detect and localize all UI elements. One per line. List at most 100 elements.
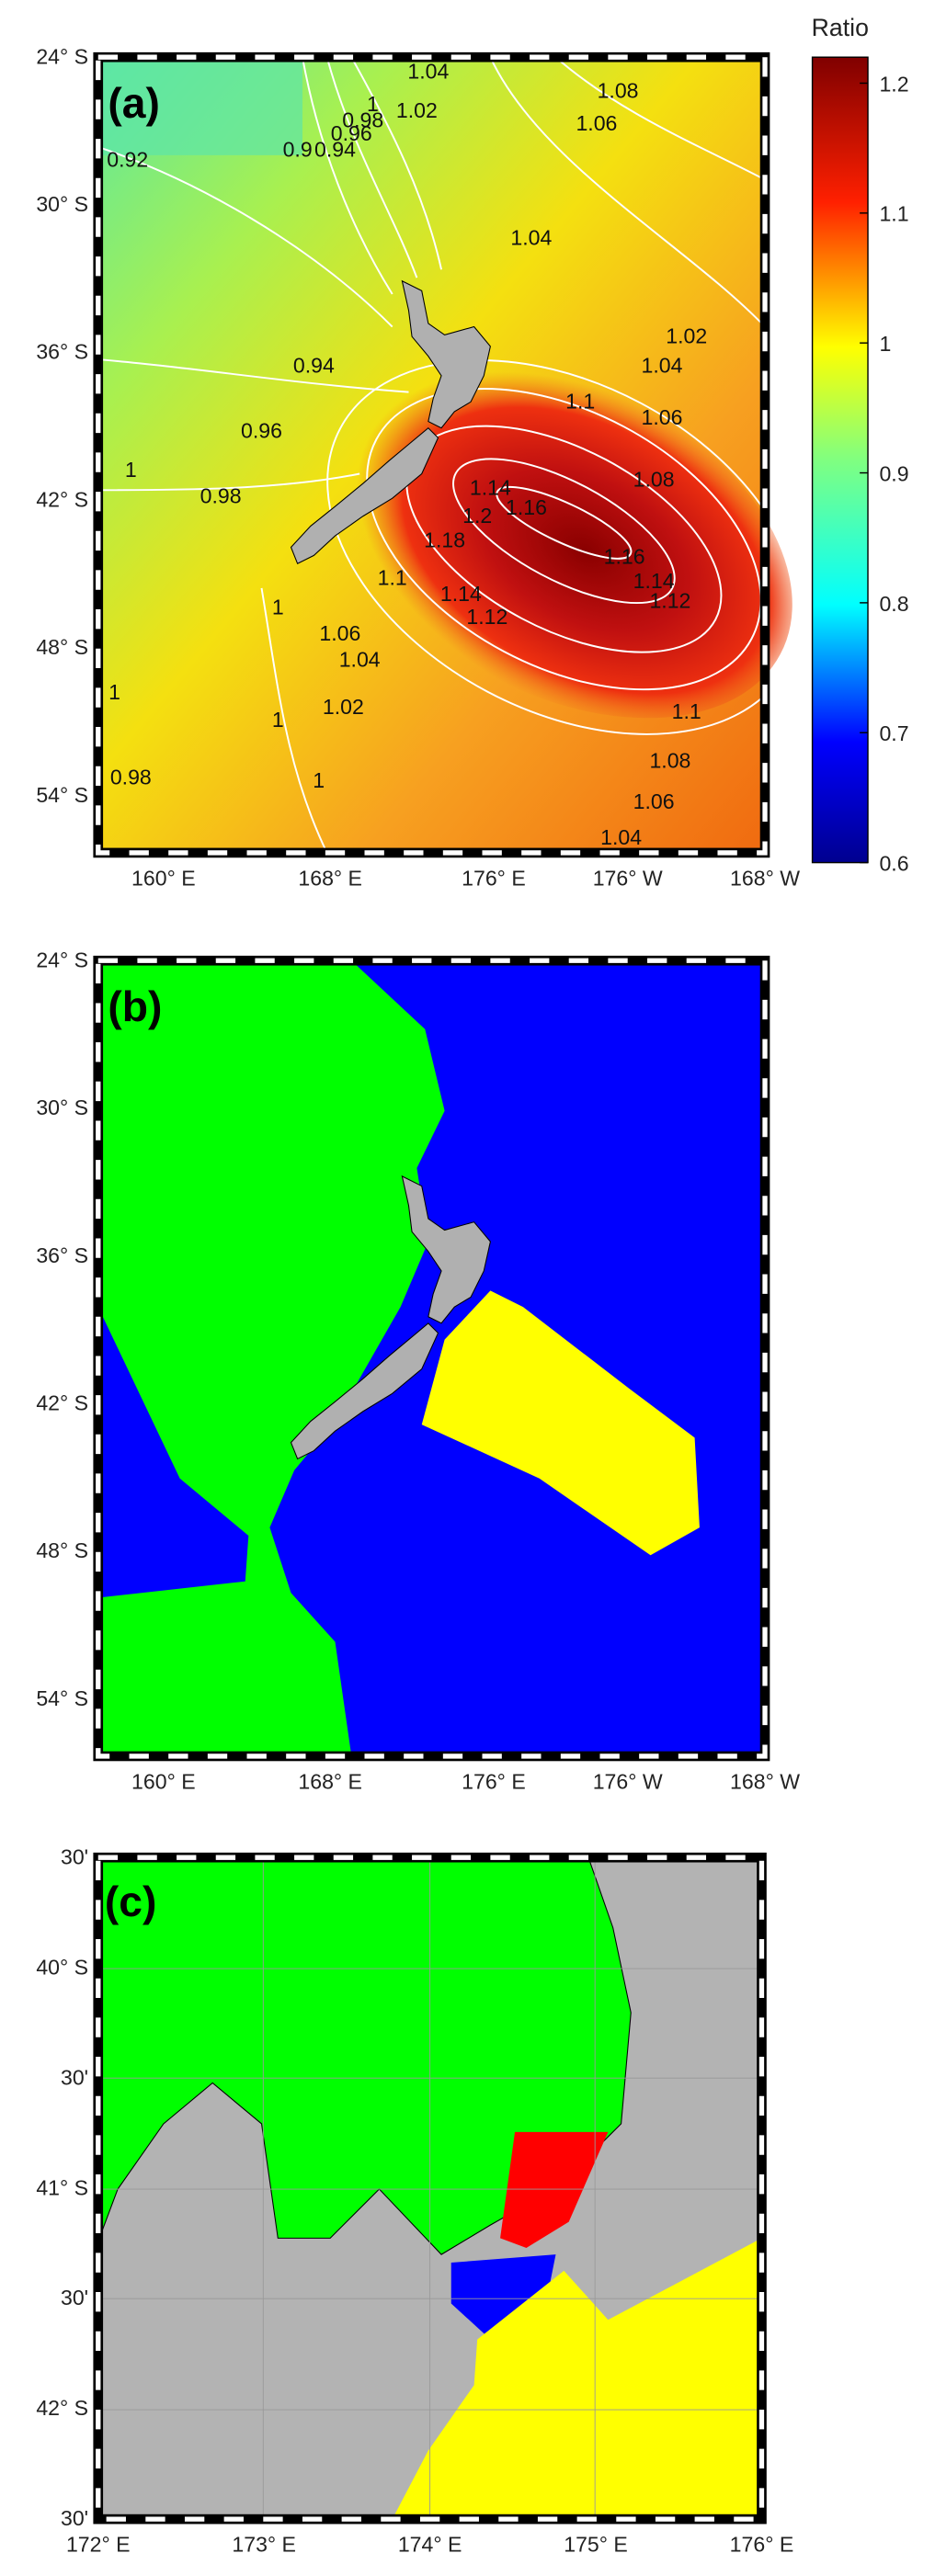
x-tick-label: 176° E: [730, 2533, 794, 2557]
x-tick-label: 160° E: [131, 866, 196, 890]
y-tick-label: 40° S: [36, 1955, 88, 1979]
y-tick-label: 30': [61, 2065, 88, 2089]
contour-label: 1.04: [407, 59, 449, 83]
class-green: [97, 960, 445, 1756]
contour-label: 0.96: [331, 121, 372, 145]
contour-label: 1.1: [672, 699, 701, 723]
contour-label: 0.96: [241, 418, 282, 442]
contour-label: 0.9: [283, 138, 313, 162]
contour-label: 0.98: [342, 108, 383, 132]
high-ratio-zone: [335, 359, 792, 719]
graticule: [97, 1857, 762, 2520]
panel-label: (b): [108, 982, 162, 1030]
contour-label: 1.02: [323, 695, 364, 719]
colorbar-tick-label: 0.8: [879, 592, 908, 616]
y-tick-label: 30': [61, 2286, 88, 2309]
y-tick-label: 36° S: [36, 1243, 88, 1267]
x-tick-label: 160° E: [131, 1770, 196, 1794]
y-tick-label: 54° S: [36, 783, 88, 807]
y-tick-label: 42° S: [36, 1390, 88, 1414]
y-tick-label: 42° S: [36, 2396, 88, 2420]
contour-label: 1.08: [649, 748, 690, 772]
class-red: [500, 2131, 609, 2249]
contour-label: 1.08: [598, 79, 639, 103]
contour-label: 0.94: [293, 353, 335, 377]
y-tick-label: 24° S: [36, 948, 88, 971]
class-yellow: [392, 2238, 762, 2520]
x-tick-label: 175° E: [564, 2533, 628, 2557]
contour-label: 1.16: [506, 495, 547, 519]
y-tick-label: 48° S: [36, 635, 88, 659]
panel-label: (a): [108, 79, 159, 127]
frame-dash: [96, 958, 768, 1759]
frame-dash: [96, 54, 768, 856]
x-tick-label: 176° E: [462, 866, 526, 890]
panel-c: (c): [93, 1852, 767, 2525]
frame-dash: [96, 1855, 765, 2522]
colorbar-title: Ratio: [812, 14, 869, 41]
x-tick-label: 173° E: [232, 2533, 296, 2557]
contour-label: 1.08: [633, 468, 675, 492]
colorbar-tick-label: 0.9: [879, 461, 908, 485]
x-tick-label: 168° W: [730, 866, 800, 890]
colorbar-tick-label: 0.7: [879, 721, 908, 745]
colorbar-tick-label: 1.1: [879, 202, 908, 226]
contour-label: 1.18: [424, 528, 465, 552]
contour-label: 0.92: [107, 147, 148, 171]
y-tick-label: 30° S: [36, 192, 88, 216]
panel-b: (b): [93, 955, 770, 1762]
x-tick-label: 168° E: [298, 1770, 362, 1794]
colorbar-ramp: [811, 56, 869, 864]
contour-label: 1.02: [666, 323, 707, 347]
contour-label: 0.94: [314, 138, 356, 162]
y-tick-label: 41° S: [36, 2175, 88, 2199]
y-tick-label: 42° S: [36, 487, 88, 511]
contour-label: 1.14: [440, 582, 482, 606]
x-tick-label: 176° W: [593, 1770, 663, 1794]
x-tick-label: 168° W: [730, 1770, 800, 1794]
contour-label: 1.06: [319, 621, 360, 645]
contour-label: 0.98: [110, 765, 152, 789]
contours: [97, 56, 802, 854]
contour-label: 1: [313, 768, 325, 792]
contour-label: 1.04: [642, 353, 683, 377]
contour-label: 1: [108, 680, 120, 704]
y-tick-label: 48° S: [36, 1538, 88, 1562]
panel-label: (c): [105, 1878, 156, 1925]
contour-label: 1.1: [378, 565, 407, 589]
contour-label: 1.06: [633, 789, 675, 813]
contour-label: 1: [125, 458, 137, 482]
contour-label: 1.14: [470, 476, 511, 500]
contour-label: 1: [272, 708, 284, 732]
x-tick-label: 172° E: [66, 2533, 131, 2557]
contour-label: 1: [272, 595, 284, 618]
contour-label: 1.06: [576, 111, 617, 135]
contour-label: 1.06: [642, 405, 683, 429]
contour-label: 1.12: [649, 588, 690, 612]
y-tick-label: 36° S: [36, 340, 88, 364]
y-tick-label: 24° S: [36, 44, 88, 68]
panel-a: (a): [93, 51, 802, 858]
colorbar: Ratio 0.6 0.7 0.8 0.9 1 1.1 1.2: [812, 14, 909, 875]
colorbar-tick-label: 0.6: [879, 851, 908, 875]
y-tick-label: 30': [61, 1844, 88, 1868]
contour-label: 1.02: [396, 98, 438, 122]
x-tick-label: 176° W: [593, 866, 663, 890]
y-tick-label: 30': [61, 2506, 88, 2530]
x-tick-label: 176° E: [462, 1770, 526, 1794]
x-tick-label: 174° E: [398, 2533, 462, 2557]
contour-label: 1.04: [339, 647, 381, 671]
contour-label: 1.16: [604, 544, 645, 568]
class-yellow: [421, 1290, 700, 1556]
contour-label: 1.12: [466, 605, 507, 629]
contour-label: 1.1: [565, 389, 595, 413]
x-tick-label: 168° E: [298, 866, 362, 890]
contour-label: 0.98: [200, 484, 242, 508]
low-ratio-zone: [97, 57, 302, 155]
contour-label: 1.14: [633, 569, 675, 593]
y-tick-label: 54° S: [36, 1686, 88, 1710]
colorbar-tick-label: 1.2: [879, 72, 908, 96]
colorbar-tick-label: 1: [879, 332, 891, 356]
